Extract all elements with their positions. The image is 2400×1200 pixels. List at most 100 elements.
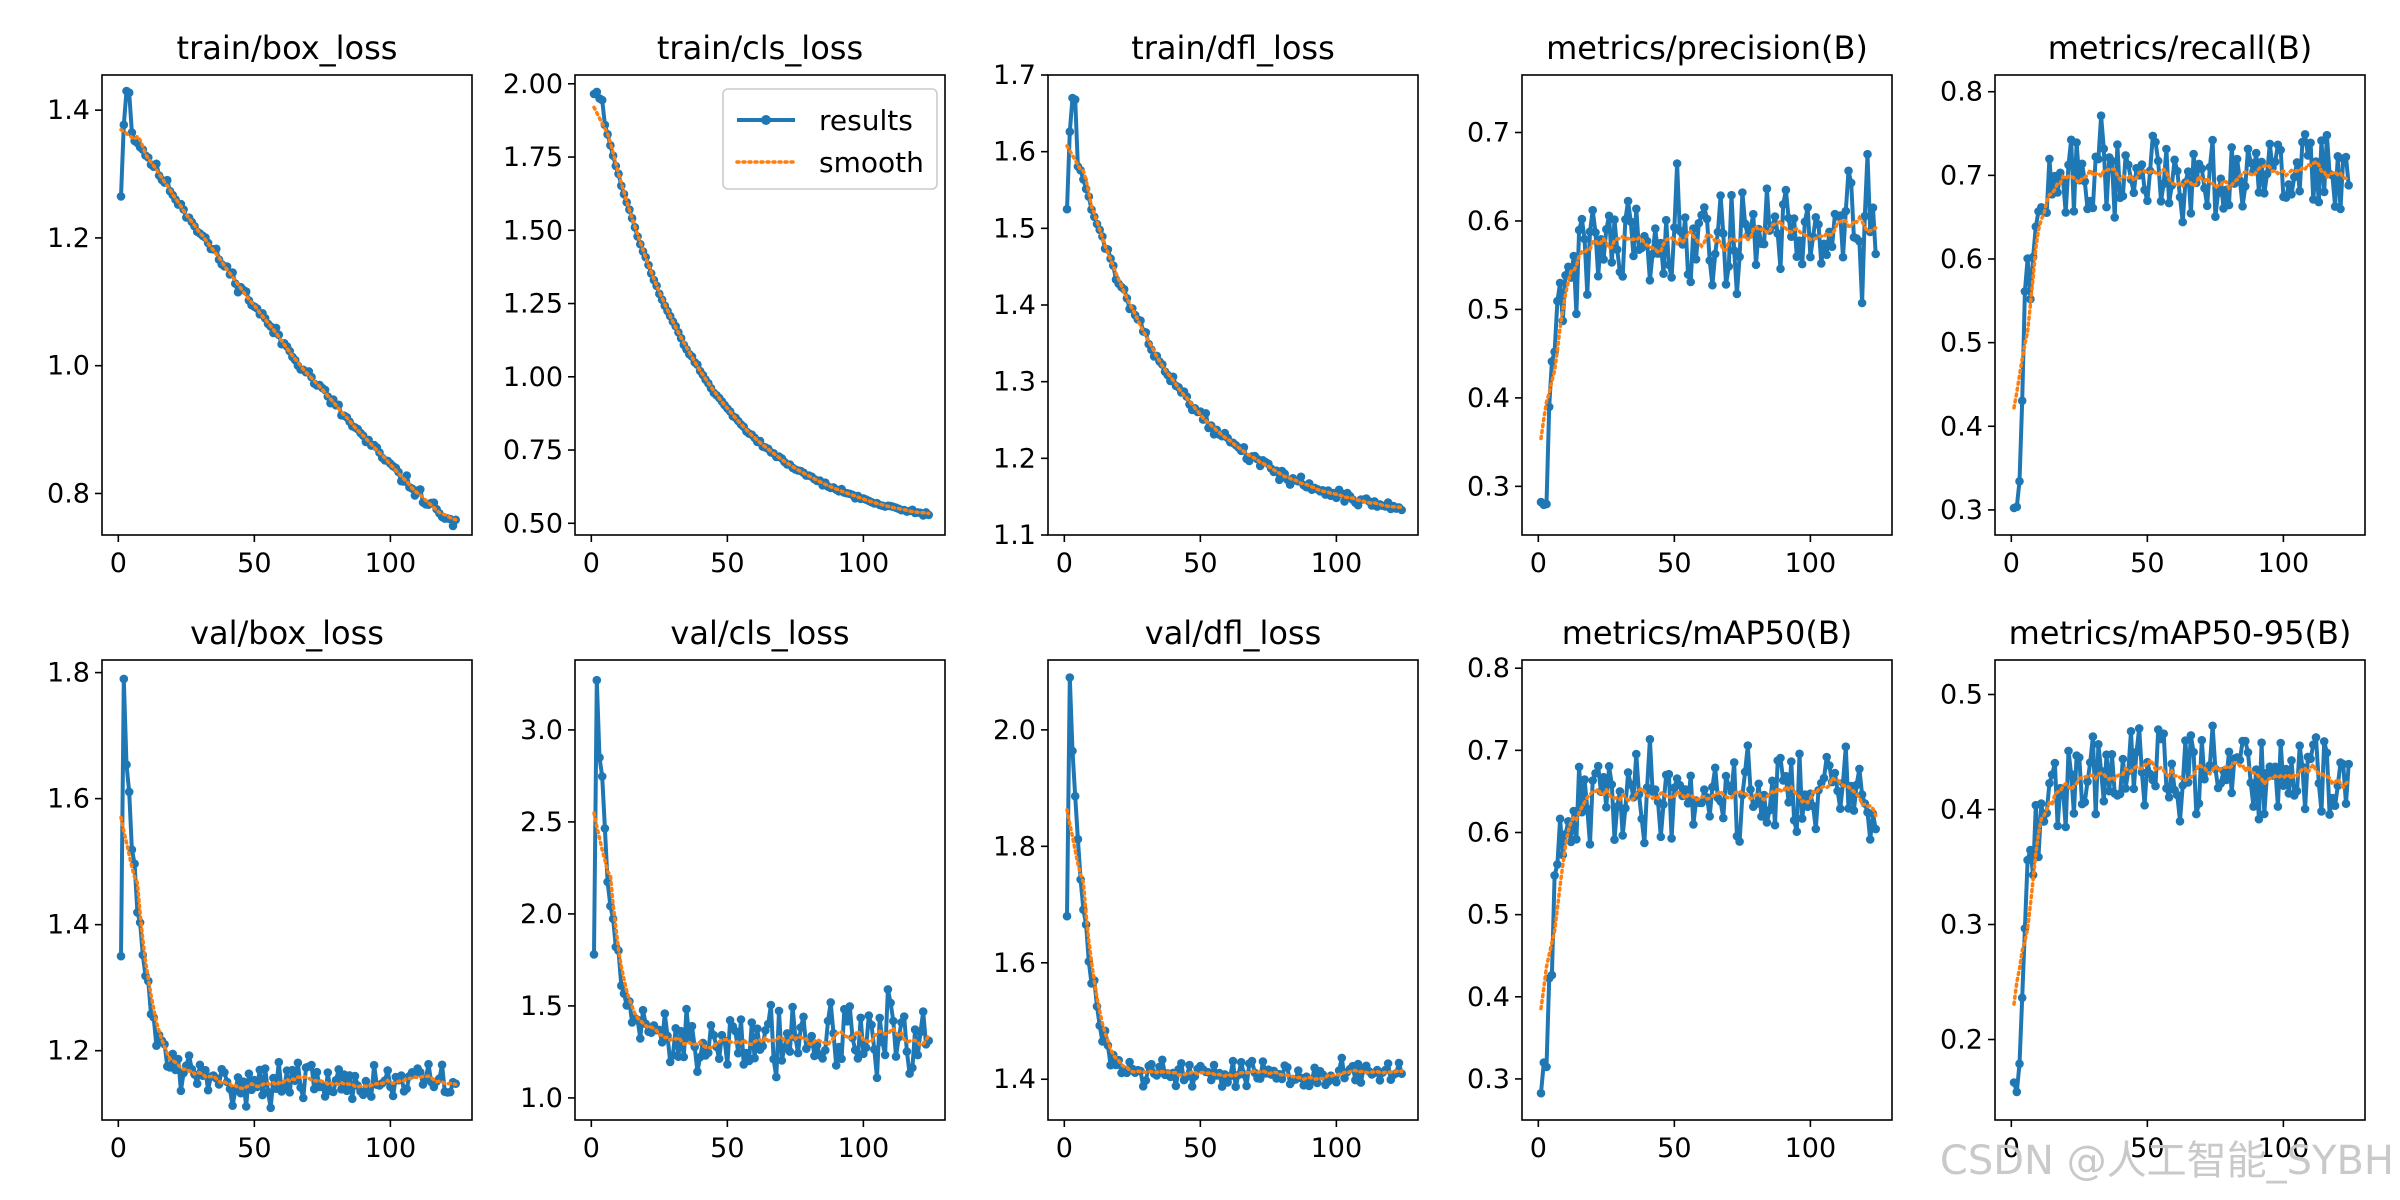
results-point: [704, 1048, 713, 1057]
y-tick-label: 1.6: [993, 137, 1036, 168]
subplot-title: metrics/recall(B): [2048, 29, 2313, 67]
results-point: [285, 1088, 295, 1097]
y-tick-label: 1.5: [993, 213, 1036, 244]
results-point: [1645, 735, 1655, 744]
subplot-9: metrics/mAP50-95(B) 0 50 100 0.2 0.3 0.4 0.5: [1940, 614, 2366, 1164]
results-point: [2175, 817, 2185, 826]
results-point: [706, 1021, 716, 1030]
results-point: [2317, 136, 2326, 145]
results-point: [2189, 149, 2198, 159]
results-point: [1588, 205, 1597, 215]
x-tick-label: 100: [365, 548, 417, 579]
results-point: [872, 1073, 882, 1083]
results-point: [1849, 806, 1859, 815]
results-point: [1383, 1059, 1393, 1068]
results-point: [1147, 1059, 1156, 1069]
results-point: [1553, 296, 1562, 306]
axes-frame: [574, 659, 946, 1121]
y-tick-label: 0.5: [1467, 900, 1510, 931]
results-point: [1296, 472, 1306, 482]
smooth-line: [592, 105, 931, 516]
results-point: [856, 1013, 865, 1023]
results-point: [1659, 800, 1668, 809]
results-point: [1632, 204, 1641, 214]
results-point: [592, 675, 602, 685]
results-point: [1640, 838, 1649, 848]
y-tick-label: 0.2: [1940, 1025, 1983, 1056]
results-point: [1702, 214, 1712, 224]
results-point: [1239, 443, 1249, 452]
results-point: [1700, 785, 1709, 794]
results-point: [201, 1065, 210, 1075]
results-point: [1740, 219, 1750, 228]
results-point: [1574, 225, 1584, 235]
results-point: [2197, 164, 2207, 173]
results-point: [1591, 769, 1600, 778]
results-point: [274, 1057, 284, 1067]
y-tick-label: 0.5: [1940, 680, 1983, 711]
y-tick-label: 0.7: [1467, 735, 1510, 766]
results-point: [1751, 260, 1761, 270]
results-point: [1686, 771, 1695, 781]
results-point: [2341, 152, 2351, 162]
results-point: [1855, 237, 1864, 246]
results-point: [753, 1024, 762, 1033]
results-point: [2336, 204, 2345, 214]
results-point: [1781, 771, 1791, 781]
results-point: [1822, 250, 1831, 260]
results-point: [597, 772, 607, 781]
axes-frame: [1994, 659, 2366, 1121]
y-tick-label: 1.2: [47, 1036, 90, 1067]
y-tick-label: 2.5: [520, 807, 563, 838]
results-point: [2344, 181, 2353, 190]
y-tick-label: 2.00: [503, 69, 563, 100]
results-point: [2265, 139, 2275, 149]
legend: results smooth: [722, 88, 938, 190]
results-point: [2037, 799, 2046, 808]
results-point: [1332, 1077, 1341, 1087]
results-point: [777, 1056, 787, 1065]
results-point: [2045, 779, 2054, 788]
x-tick-label: 0: [110, 548, 127, 579]
results-point: [2061, 208, 2070, 217]
results-point: [1797, 814, 1807, 823]
results-point: [1664, 260, 1674, 270]
results-point: [1394, 1058, 1404, 1068]
results-point: [1694, 218, 1704, 228]
results-point: [1580, 775, 1589, 784]
results-point: [1787, 757, 1796, 766]
results-point: [2151, 137, 2160, 147]
results-point: [1697, 798, 1706, 808]
results-point: [1735, 837, 1744, 846]
subplot-title: val/dfl_loss: [1145, 614, 1322, 652]
results-point: [2066, 769, 2076, 779]
results-point: [1068, 746, 1077, 756]
results-point: [638, 1005, 648, 1015]
results-point: [1599, 255, 1608, 264]
results-point: [2322, 748, 2332, 758]
results-point: [2306, 754, 2315, 764]
results-point: [397, 1071, 406, 1080]
y-tick-label: 0.8: [47, 478, 90, 509]
results-point: [2314, 197, 2324, 207]
results-point: [1588, 776, 1597, 785]
subplot-0: train/box_loss 0 50 100 0.8 1.0 1.2 1.4: [47, 29, 473, 579]
results-point: [342, 1086, 352, 1096]
y-tick-label: 2.0: [993, 715, 1036, 746]
results-point: [2300, 130, 2310, 139]
results-point: [1542, 1062, 1551, 1072]
results-point: [1871, 249, 1880, 259]
results-point: [2107, 750, 2117, 759]
results-point: [2273, 802, 2283, 811]
results-point: [1334, 1066, 1344, 1075]
results-point: [263, 1087, 273, 1097]
results-point: [1612, 245, 1622, 254]
results-point: [2224, 747, 2234, 757]
results-point: [2017, 396, 2027, 406]
results-point: [1591, 228, 1600, 237]
results-point: [2137, 160, 2147, 169]
results-point: [1599, 772, 1608, 782]
results-point: [1247, 1056, 1257, 1066]
results-point: [1610, 215, 1619, 224]
